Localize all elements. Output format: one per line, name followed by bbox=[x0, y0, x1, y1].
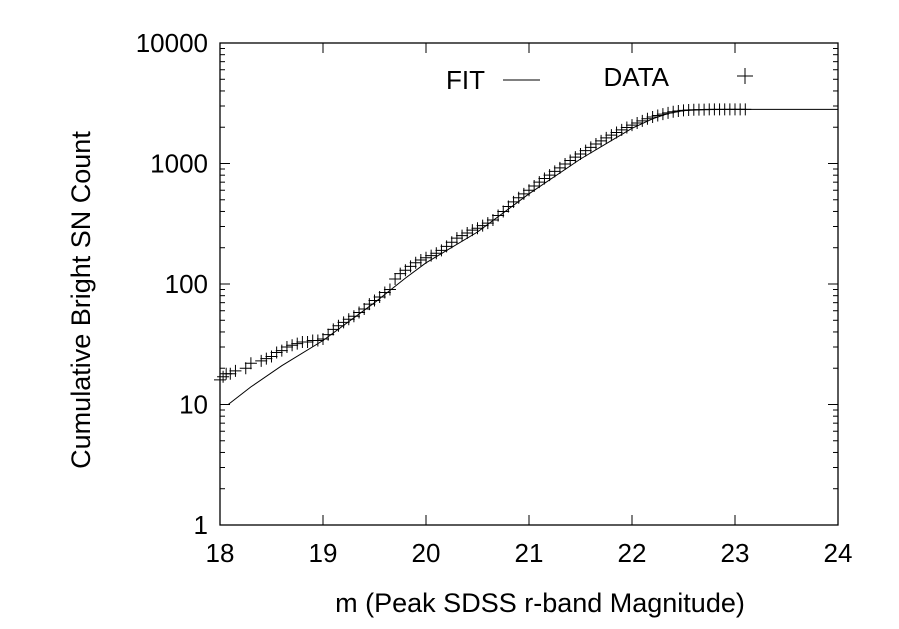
data-point bbox=[476, 219, 489, 232]
y-tick-label: 1000 bbox=[150, 149, 208, 179]
data-point bbox=[327, 323, 340, 336]
data-point bbox=[626, 119, 638, 132]
data-point bbox=[430, 247, 443, 260]
data-point bbox=[600, 131, 613, 144]
data-point bbox=[574, 147, 587, 160]
data-point bbox=[569, 151, 582, 164]
data-point bbox=[275, 344, 288, 357]
y-tick-label: 100 bbox=[165, 269, 208, 299]
x-axis-label: m (Peak SDSS r-band Magnitude) bbox=[335, 588, 745, 618]
y-tick-label: 10000 bbox=[136, 28, 208, 58]
data-point bbox=[538, 172, 551, 185]
data-point bbox=[595, 134, 608, 147]
y-tick-label: 1 bbox=[194, 510, 208, 540]
data-point bbox=[739, 103, 752, 116]
data-point bbox=[471, 222, 484, 235]
data-point bbox=[270, 346, 283, 359]
data-point bbox=[651, 109, 664, 122]
data-point bbox=[217, 370, 230, 383]
data-point bbox=[636, 114, 649, 127]
data-point bbox=[456, 229, 469, 242]
fit-series bbox=[227, 108, 838, 405]
legend-label-data: DATA bbox=[604, 62, 670, 92]
x-tick-label: 18 bbox=[206, 538, 235, 568]
y-tick-label: 10 bbox=[179, 390, 208, 420]
data-point bbox=[502, 200, 515, 213]
data-point bbox=[389, 273, 402, 286]
data-point bbox=[353, 306, 366, 319]
data-point bbox=[420, 251, 432, 264]
data-point bbox=[368, 294, 381, 307]
data-point bbox=[260, 352, 273, 365]
data-point bbox=[255, 354, 268, 367]
data-point bbox=[605, 129, 618, 142]
x-tick-label: 20 bbox=[412, 538, 441, 568]
data-point bbox=[378, 286, 391, 299]
data-point bbox=[383, 283, 396, 296]
data-point bbox=[672, 104, 685, 117]
data-point bbox=[620, 121, 633, 134]
data-point bbox=[497, 205, 510, 218]
data-point bbox=[291, 337, 304, 350]
data-point bbox=[358, 303, 371, 316]
data-point bbox=[337, 316, 350, 329]
legend-label-fit: FIT bbox=[446, 65, 485, 95]
data-point bbox=[342, 313, 355, 326]
data-point bbox=[450, 232, 463, 245]
x-axis: 18 19 20 21 22 23 24 bbox=[206, 43, 853, 568]
data-point bbox=[332, 319, 345, 332]
data-point bbox=[409, 256, 422, 269]
data-point bbox=[311, 334, 324, 347]
y-axis: 1 10 100 1000 10000 bbox=[136, 28, 838, 540]
x-tick-label: 23 bbox=[721, 538, 750, 568]
data-point bbox=[301, 336, 314, 349]
data-point bbox=[662, 106, 675, 119]
data-point bbox=[322, 328, 335, 341]
data-point bbox=[667, 105, 680, 118]
data-point bbox=[414, 254, 427, 267]
data-point bbox=[641, 112, 654, 125]
data-point bbox=[466, 224, 479, 237]
data-point bbox=[481, 217, 494, 230]
x-tick-label: 24 bbox=[824, 538, 853, 568]
data-point bbox=[286, 339, 299, 352]
data-point bbox=[615, 123, 628, 136]
data-series bbox=[214, 103, 752, 386]
data-point bbox=[394, 267, 407, 280]
data-point bbox=[646, 111, 659, 124]
data-point bbox=[224, 367, 237, 380]
data-point bbox=[631, 116, 644, 129]
data-point bbox=[214, 373, 226, 386]
fit-line bbox=[227, 108, 838, 405]
data-point bbox=[584, 141, 597, 154]
data-point bbox=[244, 357, 257, 370]
data-point bbox=[280, 341, 293, 354]
data-point bbox=[239, 362, 252, 375]
data-point bbox=[461, 226, 474, 239]
data-point bbox=[425, 249, 438, 262]
data-point bbox=[579, 144, 592, 157]
data-point bbox=[589, 138, 602, 151]
legend-sample-data bbox=[737, 68, 753, 84]
data-point bbox=[656, 108, 669, 121]
data-point bbox=[229, 364, 242, 377]
data-point bbox=[564, 154, 577, 167]
y-axis-label: Cumulative Bright SN Count bbox=[66, 131, 96, 469]
x-tick-label: 22 bbox=[618, 538, 647, 568]
x-tick-label: 21 bbox=[515, 538, 544, 568]
data-point bbox=[610, 126, 623, 139]
x-tick-label: 19 bbox=[309, 538, 338, 568]
legend: FIT DATA bbox=[446, 62, 753, 95]
